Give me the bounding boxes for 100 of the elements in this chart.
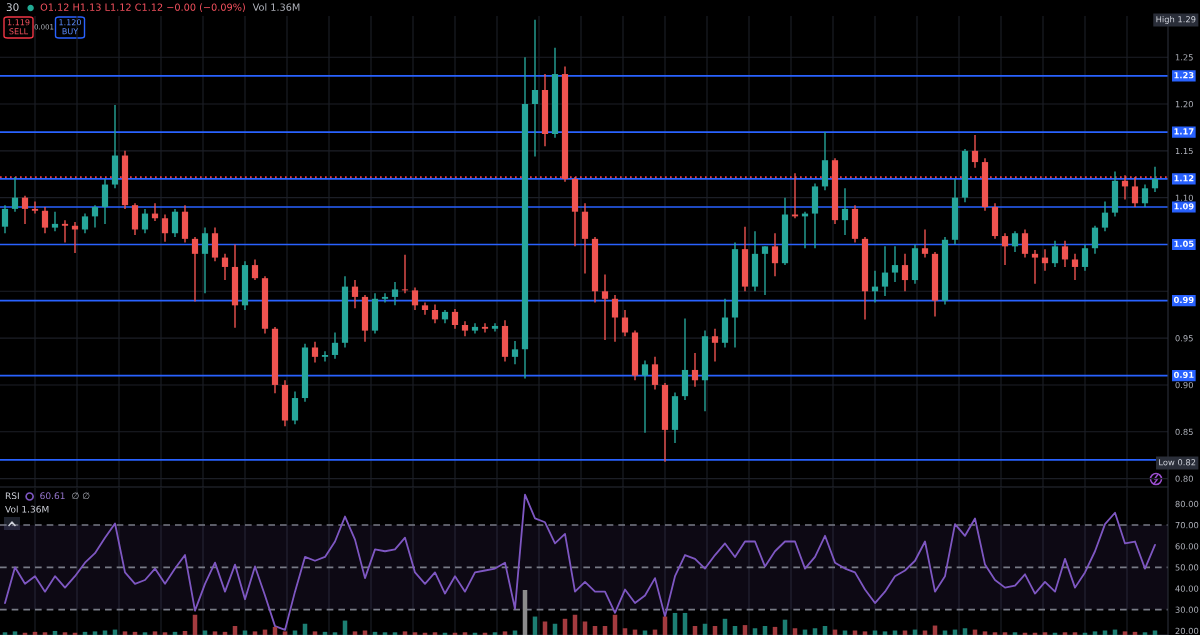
y-tick-label: 70.00 <box>1175 522 1199 529</box>
candlestick <box>381 292 389 304</box>
bar <box>842 630 848 635</box>
chart-title: 30 <box>6 3 19 12</box>
candlestick <box>291 390 299 425</box>
bar <box>1122 631 1128 635</box>
annotation: 1.120 <box>59 19 81 26</box>
bar <box>922 630 928 635</box>
bar <box>1012 632 1018 635</box>
candlestick <box>1091 225 1099 255</box>
candlestick <box>641 359 649 434</box>
y-tick-label: 30.00 <box>1175 606 1199 613</box>
bar <box>622 628 628 635</box>
y-tick-label: 1.20 <box>1175 101 1193 108</box>
ref-line-label: 0.91 <box>1173 371 1194 378</box>
candlestick <box>481 322 489 334</box>
bar <box>122 631 128 635</box>
y-tick-label: 50.00 <box>1175 564 1199 571</box>
bar <box>392 632 398 635</box>
candlestick <box>841 187 849 236</box>
bar <box>412 632 418 635</box>
ref-line-label: 1.09 <box>1174 203 1194 210</box>
candlestick <box>321 350 329 363</box>
candlestick <box>21 195 29 225</box>
candlestick <box>771 232 779 278</box>
bar <box>752 628 758 635</box>
candlestick <box>891 245 899 283</box>
candlestick <box>221 253 229 281</box>
candlestick <box>881 245 889 297</box>
ref-line-label: 1.12 <box>1174 175 1194 182</box>
candlestick <box>921 228 929 259</box>
bar <box>142 632 148 635</box>
bar <box>62 632 68 635</box>
candlestick <box>1061 240 1069 268</box>
bar <box>1092 631 1098 635</box>
ref-line-label: 1.17 <box>1174 128 1194 135</box>
annotation: RSI <box>5 492 19 500</box>
candlestick <box>1131 176 1139 208</box>
candlestick <box>201 226 209 294</box>
candlestick <box>41 206 49 234</box>
y-tick-label: 60.00 <box>1175 543 1199 550</box>
candlestick <box>1031 249 1039 285</box>
candlestick <box>11 176 19 213</box>
candlestick <box>1 204 9 234</box>
bar <box>162 632 168 635</box>
bar <box>1062 632 1068 635</box>
candlestick <box>691 352 699 388</box>
annotation: 1.119 <box>7 19 30 26</box>
text: O1.12 H1.13 L1.12 C1.12 −0.00 (−0.09%) <box>40 3 245 12</box>
bar <box>252 631 258 635</box>
candlestick <box>1051 240 1059 268</box>
candlestick <box>1151 166 1159 193</box>
bar <box>492 632 498 635</box>
bar <box>882 631 888 635</box>
annotation: Vol 1.36M <box>5 505 49 513</box>
candlestick <box>161 213 169 243</box>
candlestick <box>1141 183 1149 208</box>
candlestick <box>351 279 359 309</box>
candlestick <box>651 356 659 391</box>
candlestick <box>1081 243 1089 272</box>
annotation: 60.61 <box>40 492 65 500</box>
annotation: Low 0.82 <box>1159 459 1196 466</box>
bar <box>512 630 518 635</box>
candlestick <box>711 328 719 363</box>
candlestick <box>101 178 109 225</box>
bar <box>812 628 818 635</box>
bar <box>602 626 608 635</box>
candlestick <box>1021 228 1029 259</box>
bar <box>1042 632 1048 635</box>
candlestick <box>61 219 69 244</box>
bar <box>42 632 48 635</box>
bar <box>212 631 218 635</box>
candlestick <box>1001 232 1009 266</box>
annotation: High 1.29 <box>1156 15 1196 25</box>
ref-line-label: 1.05 <box>1174 240 1194 247</box>
bar <box>292 630 298 635</box>
bar <box>362 630 368 635</box>
bar <box>312 631 318 635</box>
candlestick <box>531 19 539 158</box>
ref-line-label: 1.23 <box>1174 72 1194 79</box>
y-tick-label: 80.00 <box>1175 500 1199 508</box>
y-tick-label: 20.00 <box>1175 627 1199 635</box>
candlestick <box>331 331 339 360</box>
candlestick <box>411 286 419 311</box>
bar <box>902 630 908 635</box>
bar <box>352 631 358 635</box>
bar <box>1072 632 1078 635</box>
bar <box>692 626 698 635</box>
candlestick <box>511 340 519 366</box>
bar <box>232 626 238 635</box>
bar <box>942 630 948 635</box>
bar <box>332 632 338 635</box>
bar <box>792 628 798 635</box>
candlestick <box>141 208 149 234</box>
text: Vol 1.36M <box>252 3 300 11</box>
bar <box>592 626 598 635</box>
bar <box>382 632 388 635</box>
candlestick <box>391 281 399 307</box>
candlestick <box>401 254 409 294</box>
ref-line-label: 0.99 <box>1173 296 1194 304</box>
